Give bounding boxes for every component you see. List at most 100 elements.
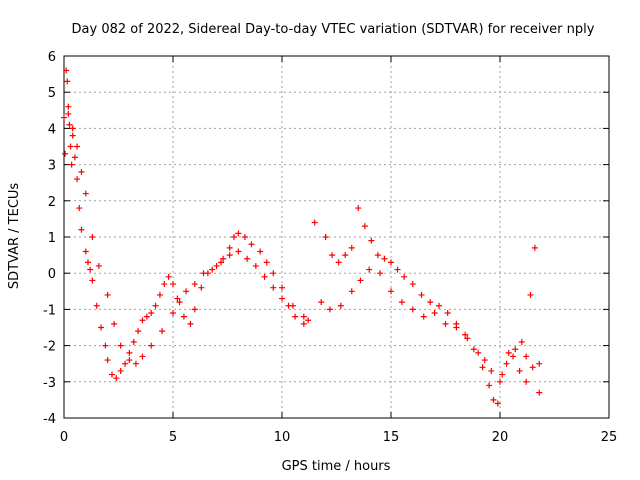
data-point — [226, 252, 233, 259]
data-point — [126, 357, 133, 364]
x-axis-label: GPS time / hours — [282, 459, 391, 474]
y-tick-label: -4 — [43, 412, 56, 427]
data-point — [318, 299, 325, 306]
data-point — [516, 367, 523, 374]
data-point — [512, 346, 519, 353]
data-point — [499, 371, 506, 378]
data-point — [65, 103, 72, 110]
x-tick-label: 10 — [274, 430, 291, 445]
data-point — [122, 360, 129, 367]
data-point — [289, 302, 296, 309]
data-point — [132, 360, 139, 367]
data-point — [78, 226, 85, 233]
data-point — [65, 110, 72, 117]
data-point — [74, 143, 81, 150]
data-point — [335, 259, 342, 266]
y-axis-label: SDTVAR / TECUs — [7, 183, 22, 290]
data-point — [431, 310, 438, 317]
data-point — [398, 299, 405, 306]
data-point — [82, 248, 89, 255]
data-point — [527, 291, 534, 298]
data-point — [161, 281, 168, 288]
data-point — [486, 382, 493, 389]
data-point — [435, 302, 442, 309]
data-points — [61, 67, 543, 407]
y-tick-label: -2 — [43, 340, 56, 355]
data-point — [71, 154, 78, 161]
data-point — [355, 205, 362, 212]
data-point — [113, 375, 120, 382]
data-point — [170, 310, 176, 317]
data-point — [126, 349, 133, 356]
data-point — [300, 320, 307, 327]
data-point — [130, 338, 137, 345]
data-point — [159, 328, 166, 335]
data-point — [69, 132, 76, 139]
y-tick-label: -3 — [43, 376, 56, 391]
data-point — [536, 389, 543, 396]
data-point — [490, 396, 497, 403]
data-point — [531, 244, 538, 251]
data-point — [117, 367, 124, 374]
data-point — [488, 367, 495, 374]
x-tick-label: 15 — [383, 430, 400, 445]
grid-lines — [64, 56, 609, 418]
data-point — [453, 324, 460, 331]
data-point — [462, 331, 469, 338]
data-point — [261, 273, 268, 280]
data-point — [176, 299, 183, 306]
data-point — [377, 270, 384, 277]
data-point — [361, 223, 368, 230]
data-point — [348, 244, 355, 251]
x-tick-label: 5 — [169, 430, 177, 445]
data-point — [241, 234, 248, 240]
data-point — [209, 266, 216, 273]
data-point — [444, 310, 451, 317]
data-point — [257, 248, 264, 255]
data-point — [503, 360, 510, 367]
data-point — [479, 364, 486, 371]
data-point — [322, 234, 329, 240]
y-tick-label: 6 — [48, 50, 56, 65]
data-point — [63, 67, 70, 74]
data-point — [104, 357, 111, 364]
data-point — [529, 364, 536, 371]
data-point — [117, 342, 124, 349]
data-point — [231, 234, 238, 240]
data-point — [108, 371, 115, 378]
y-tick-label: 4 — [48, 122, 56, 137]
x-tick-label: 0 — [60, 430, 68, 445]
data-point — [244, 255, 251, 262]
data-point — [102, 342, 109, 349]
data-point — [510, 353, 517, 360]
data-point — [475, 349, 482, 356]
data-point — [235, 230, 242, 237]
data-point — [139, 353, 146, 360]
data-point — [89, 234, 96, 240]
data-point — [470, 346, 477, 353]
data-point — [497, 378, 503, 385]
data-point — [82, 190, 89, 197]
data-point — [505, 349, 512, 356]
data-point — [62, 150, 69, 157]
data-point — [342, 252, 349, 259]
data-point — [368, 237, 375, 244]
data-point — [518, 338, 525, 345]
data-point — [183, 288, 190, 295]
data-point — [69, 125, 76, 132]
data-point — [381, 255, 388, 262]
data-point — [300, 313, 307, 320]
data-point — [279, 295, 285, 302]
data-point — [217, 259, 224, 266]
data-point — [388, 259, 394, 266]
data-point — [464, 335, 471, 342]
data-point — [263, 259, 270, 266]
data-point — [394, 266, 401, 273]
data-point — [329, 252, 336, 259]
data-point — [67, 143, 74, 150]
data-point — [93, 302, 100, 309]
data-point — [326, 306, 333, 313]
data-point — [374, 252, 381, 259]
y-tick-label: 1 — [48, 231, 56, 246]
